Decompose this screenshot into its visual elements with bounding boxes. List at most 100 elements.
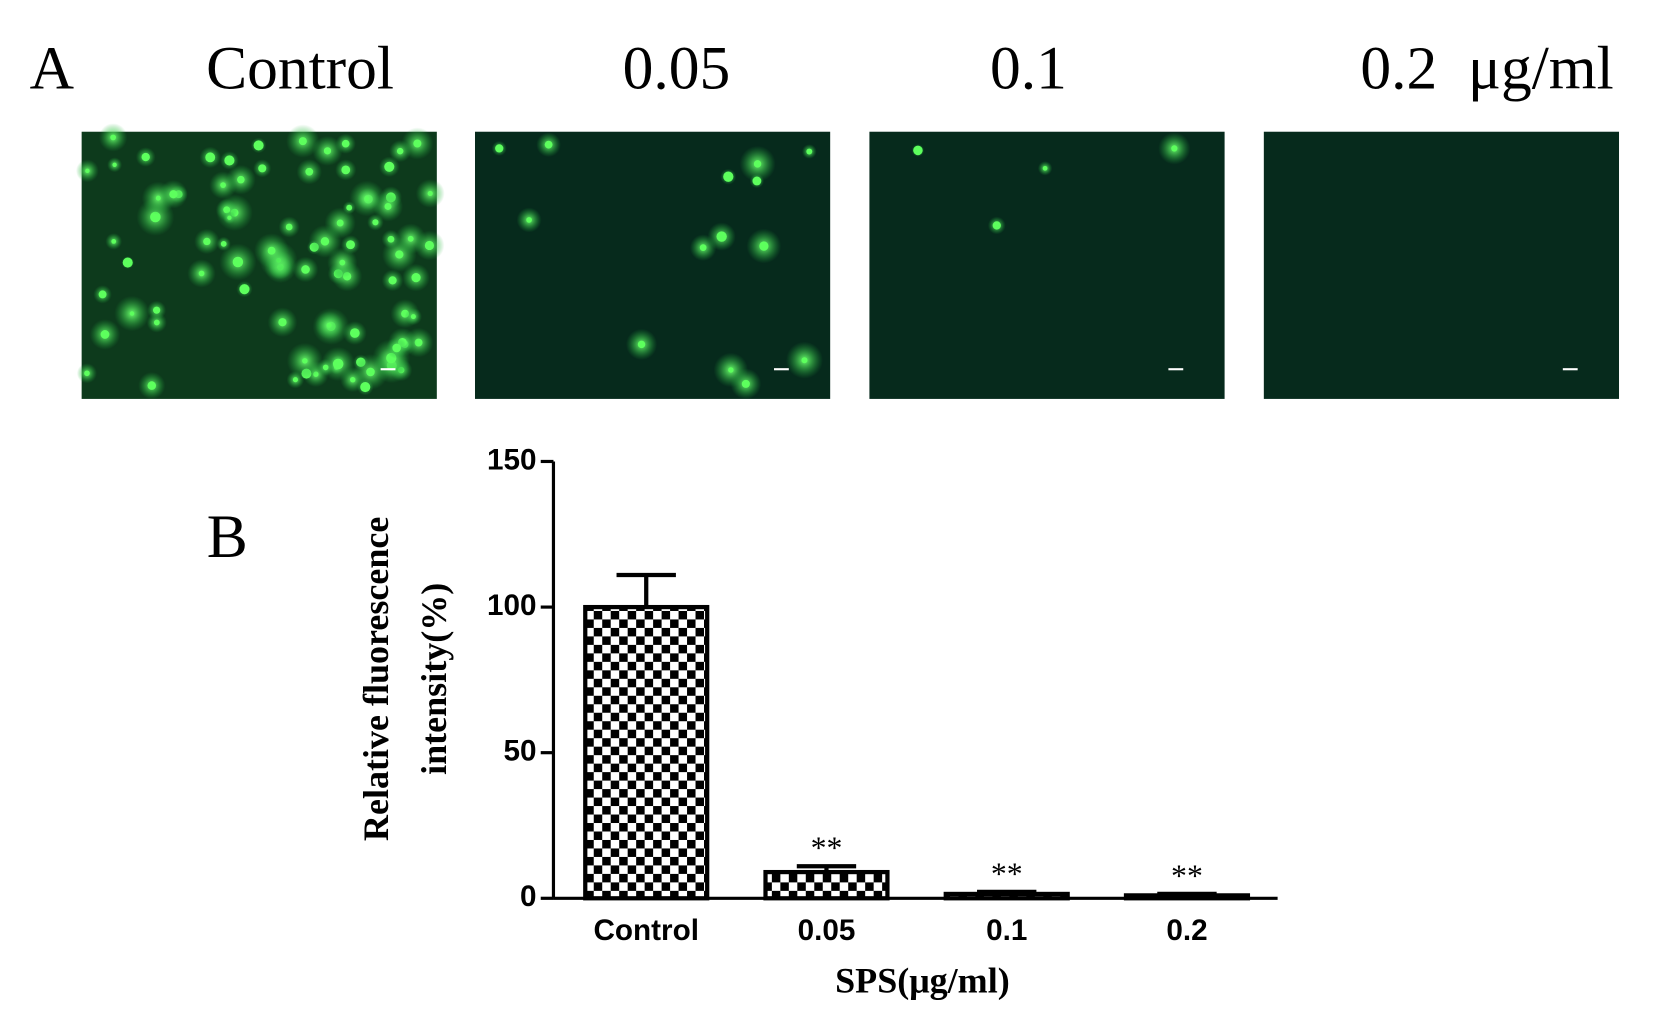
cell [111,239,117,244]
image-background [474,131,831,399]
cell [526,217,532,223]
cell [806,148,813,155]
cell [759,241,769,251]
cell [427,190,433,197]
y-tick-label: 150 [487,443,537,476]
cell [384,202,392,210]
y-axis-title: Relative fluorescence [356,517,396,842]
cell [741,379,750,388]
error-bar [1157,891,1217,897]
cell [752,176,762,186]
cell [753,160,762,168]
column-label: 0.05 [623,35,731,103]
y-axis-title: intensity(%) [414,583,454,775]
cell [699,244,707,252]
bar [583,604,710,901]
cell [728,367,734,373]
cell [1042,165,1048,171]
x-tick-label: 0.2 [1166,914,1207,947]
cell [129,311,135,316]
y-tick-label: 50 [503,735,536,768]
cell [112,162,117,167]
cell [239,284,250,295]
y-tick-label: 0 [520,880,537,913]
cell [326,322,332,328]
error-bar [796,864,857,873]
cell [395,250,404,259]
cell [220,241,227,247]
cell [322,364,329,371]
panel-label: A [30,35,74,103]
image-background [1263,131,1620,399]
cell [723,171,734,182]
cell [424,240,435,251]
cell [203,237,211,246]
cell [388,276,397,285]
cell [407,235,414,242]
cell [384,161,395,172]
micrograph [474,131,831,400]
bar [763,869,890,901]
x-axis-title: SPS(μg/ml) [835,960,1010,1000]
micrograph [75,123,445,400]
micrograph [1263,131,1620,399]
cell [302,358,308,364]
cell [237,175,245,184]
cell [339,259,346,266]
cell [232,256,244,268]
cell [320,237,330,246]
cell [305,167,314,176]
cell [301,265,310,274]
cell [346,204,353,211]
cell [153,306,161,314]
cell [100,330,110,339]
cell [1171,145,1178,152]
cell [122,257,133,268]
significance-label: ** [1171,858,1203,893]
cell [332,358,344,370]
significance-label: ** [811,831,843,866]
cell [253,140,264,151]
cell [141,152,150,162]
cell [169,190,178,199]
cell [411,273,421,283]
cell [801,357,808,364]
cell [372,219,379,226]
cell [341,165,351,175]
cell [346,240,355,250]
cell [258,164,267,173]
cell [153,319,160,326]
y-tick-label: 100 [487,589,537,622]
cell [366,367,375,377]
cell [298,137,307,146]
cell [110,134,116,141]
cell [544,140,553,149]
cell [227,215,232,220]
x-tick-label: 0.1 [986,914,1027,947]
cell [336,219,344,227]
cell [387,235,395,243]
cell [220,182,226,189]
cell [495,144,504,153]
cell [364,196,370,201]
cell [224,155,235,166]
cell [85,168,90,174]
panel-label: B [207,503,248,571]
panel-a: Control 0.05 0.1 0.2 μg/ml [75,35,1620,400]
cell [292,377,298,383]
cell [913,145,923,156]
cell [98,290,107,299]
image-background [869,131,1225,399]
chart: 0 50 100 150 Relative fluorescence intensity(… [356,443,1278,947]
column-label: Control [206,35,394,103]
micrograph [869,131,1225,399]
cell [410,314,416,320]
cell [205,152,216,163]
cell [278,318,287,327]
bar [943,891,1070,901]
cell [267,246,276,255]
cell [323,147,332,155]
cell [637,340,646,349]
cell [360,381,371,393]
cell [350,328,360,338]
